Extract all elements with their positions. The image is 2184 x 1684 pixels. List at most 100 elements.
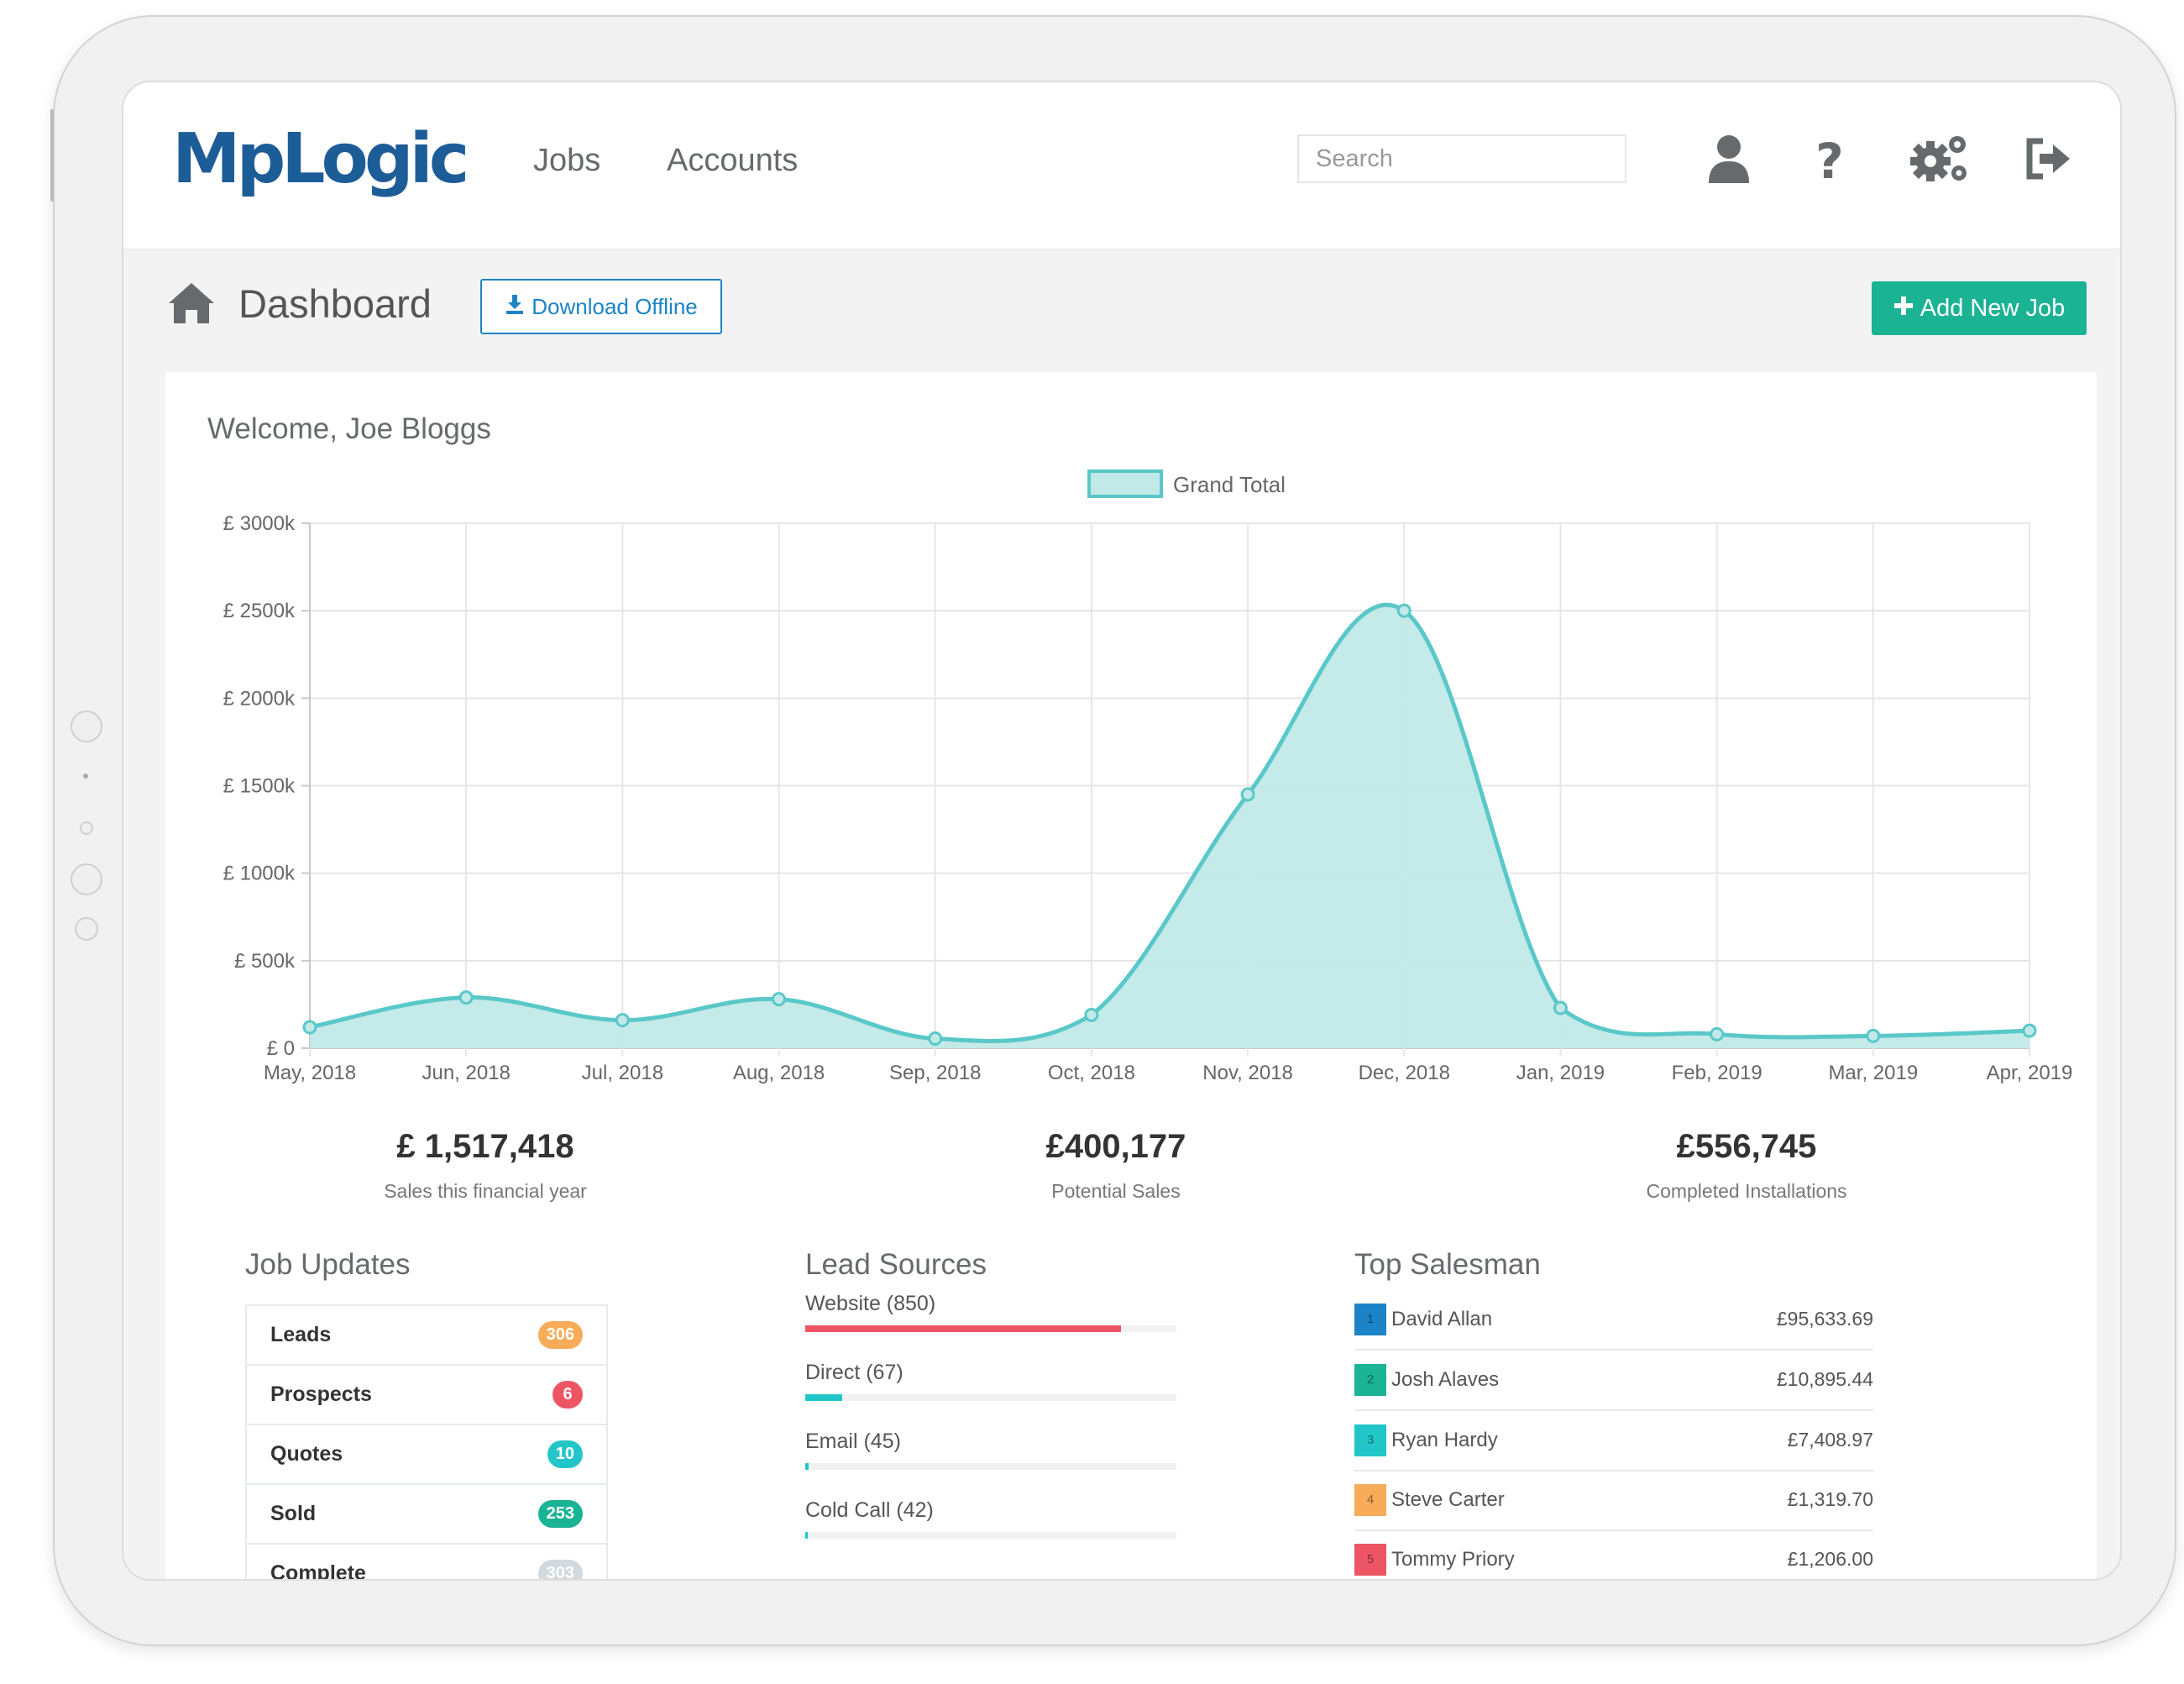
lead-source-cold-call: Cold Call (42) [805,1498,1176,1539]
y-tick-label: £ 2000k [223,687,296,710]
x-tick-label: Mar, 2019 [1828,1062,1918,1084]
data-point [928,1031,943,1047]
job-row-prospects[interactable]: Prospects 6 [245,1364,608,1424]
job-row-sold[interactable]: Sold 253 [245,1483,608,1543]
app-screen: MpLogic Jobs Accounts ? [122,81,2122,1581]
lead-source-label: Direct (67) [805,1361,903,1384]
job-row-leads[interactable]: Leads 306 [245,1304,608,1364]
job-name: Sold [270,1502,317,1525]
salesman-row[interactable]: 3 Ryan Hardy £7,408.97 [1354,1410,1873,1472]
x-tick-label: Aug, 2018 [733,1062,825,1084]
nav-accounts-link[interactable]: Accounts [667,143,799,178]
x-tick-label: Sep, 2018 [889,1062,981,1084]
stat-potential-value: £400,177 [1045,1128,1186,1165]
data-point [1866,1028,1881,1043]
add-new-job-button[interactable]: Add New Job [1872,281,2087,335]
download-offline-label: Download Offline [532,293,698,319]
rank-badge: 2 [1354,1363,1386,1396]
lead-source-bar [805,1463,1176,1470]
sign-out-icon[interactable] [2023,131,2073,186]
tablet-button [71,863,102,895]
svg-text:?: ? [1815,133,1844,186]
lead-source-website: Website (850) [805,1292,1176,1332]
stat-sales-value: £ 1,517,418 [396,1128,574,1165]
lead-source-label: Cold Call (42) [805,1498,934,1522]
salesman-amount: £95,633.69 [1776,1308,1873,1330]
x-tick-label: Jan, 2019 [1516,1062,1605,1084]
stat-sales-label: Sales this financial year [384,1180,587,1202]
count-badge: 253 [537,1500,583,1528]
job-name: Complete [270,1561,366,1581]
lead-source-direct: Direct (67) [805,1361,1176,1401]
salesman-amount: £1,319.70 [1787,1488,1873,1510]
data-point [772,992,787,1007]
salesman-name: David Allan [1391,1307,1493,1330]
tablet-button [75,917,98,941]
salesman-row[interactable]: 1 David Allan £95,633.69 [1354,1289,1873,1351]
download-offline-button[interactable]: Download Offline [480,279,722,334]
stat-installations-label: Completed Installations [1646,1180,1847,1202]
y-tick-label: £ 500k [234,950,296,973]
gears-icon[interactable] [1905,131,1972,186]
lead-source-bar [805,1394,1176,1401]
nav-jobs-link[interactable]: Jobs [533,143,601,178]
salesman-name: Steve Carter [1391,1487,1505,1511]
job-name: Quotes [270,1442,343,1466]
job-row-quotes[interactable]: Quotes 10 [245,1424,608,1483]
lead-source-label: Email (45) [805,1430,901,1453]
data-point [1553,1000,1568,1015]
lead-source-fill [805,1532,808,1539]
x-tick-label: Nov, 2018 [1202,1062,1293,1084]
question-icon[interactable]: ? [1804,131,1855,190]
data-point [1710,1026,1725,1041]
salesman-amount: £10,895.44 [1776,1368,1873,1390]
job-row-complete[interactable]: Complete 303 [245,1543,608,1581]
rank-badge: 3 [1354,1424,1386,1456]
salesman-amount: £1,206.00 [1787,1548,1873,1570]
logo[interactable]: MpLogic [172,119,469,199]
job-updates-list: Leads 306 Prospects 6 Quotes 10 Sold 253… [245,1304,608,1581]
count-badge: 303 [537,1560,583,1579]
x-tick-label: Dec, 2018 [1359,1062,1450,1084]
data-point [1396,603,1411,618]
rank-badge: 1 [1354,1303,1386,1335]
lead-source-fill [805,1463,809,1470]
data-point [302,1020,317,1035]
y-tick-label: £ 3000k [223,512,296,535]
data-point [2022,1023,2037,1038]
job-name: Leads [270,1323,332,1346]
tablet-button [80,821,93,835]
top-salesman-title: Top Salesman [1354,1248,1541,1281]
x-tick-label: Feb, 2019 [1672,1062,1762,1084]
tablet-side-edge [50,109,54,202]
rank-badge: 5 [1354,1543,1386,1576]
top-navbar: MpLogic Jobs Accounts ? [123,82,2120,249]
salesman-name: Josh Alaves [1391,1367,1500,1391]
add-new-job-label: Add New Job [1920,294,2066,322]
count-badge: 6 [553,1381,583,1409]
data-point [458,990,474,1005]
salesman-name: Tommy Priory [1391,1547,1515,1571]
y-tick-label: £ 2500k [223,600,296,622]
lead-source-email: Email (45) [805,1430,1176,1470]
tablet-button [83,774,88,779]
x-tick-label: Jun, 2018 [422,1062,510,1084]
download-icon [505,293,525,321]
y-tick-label: £ 0 [267,1037,295,1060]
lead-source-fill [805,1325,1121,1332]
user-icon[interactable] [1704,131,1754,186]
search-input[interactable] [1297,134,1626,183]
legend-label: Grand Total [1173,472,1286,497]
job-name: Prospects [270,1382,372,1406]
lead-source-bar [805,1532,1176,1539]
plus-icon [1893,295,1914,323]
salesman-row[interactable]: 2 Josh Alaves £10,895.44 [1354,1350,1873,1411]
x-tick-label: May, 2018 [264,1062,356,1084]
rank-badge: 4 [1354,1483,1386,1516]
stat-installations-value: £556,745 [1676,1128,1817,1165]
x-tick-label: Apr, 2019 [1987,1062,2073,1084]
salesman-row[interactable]: 5 Tommy Priory £1,206.00 [1354,1529,1873,1579]
data-point [615,1013,630,1028]
salesman-row[interactable]: 4 Steve Carter £1,319.70 [1354,1470,1873,1531]
data-point [1084,1007,1099,1022]
